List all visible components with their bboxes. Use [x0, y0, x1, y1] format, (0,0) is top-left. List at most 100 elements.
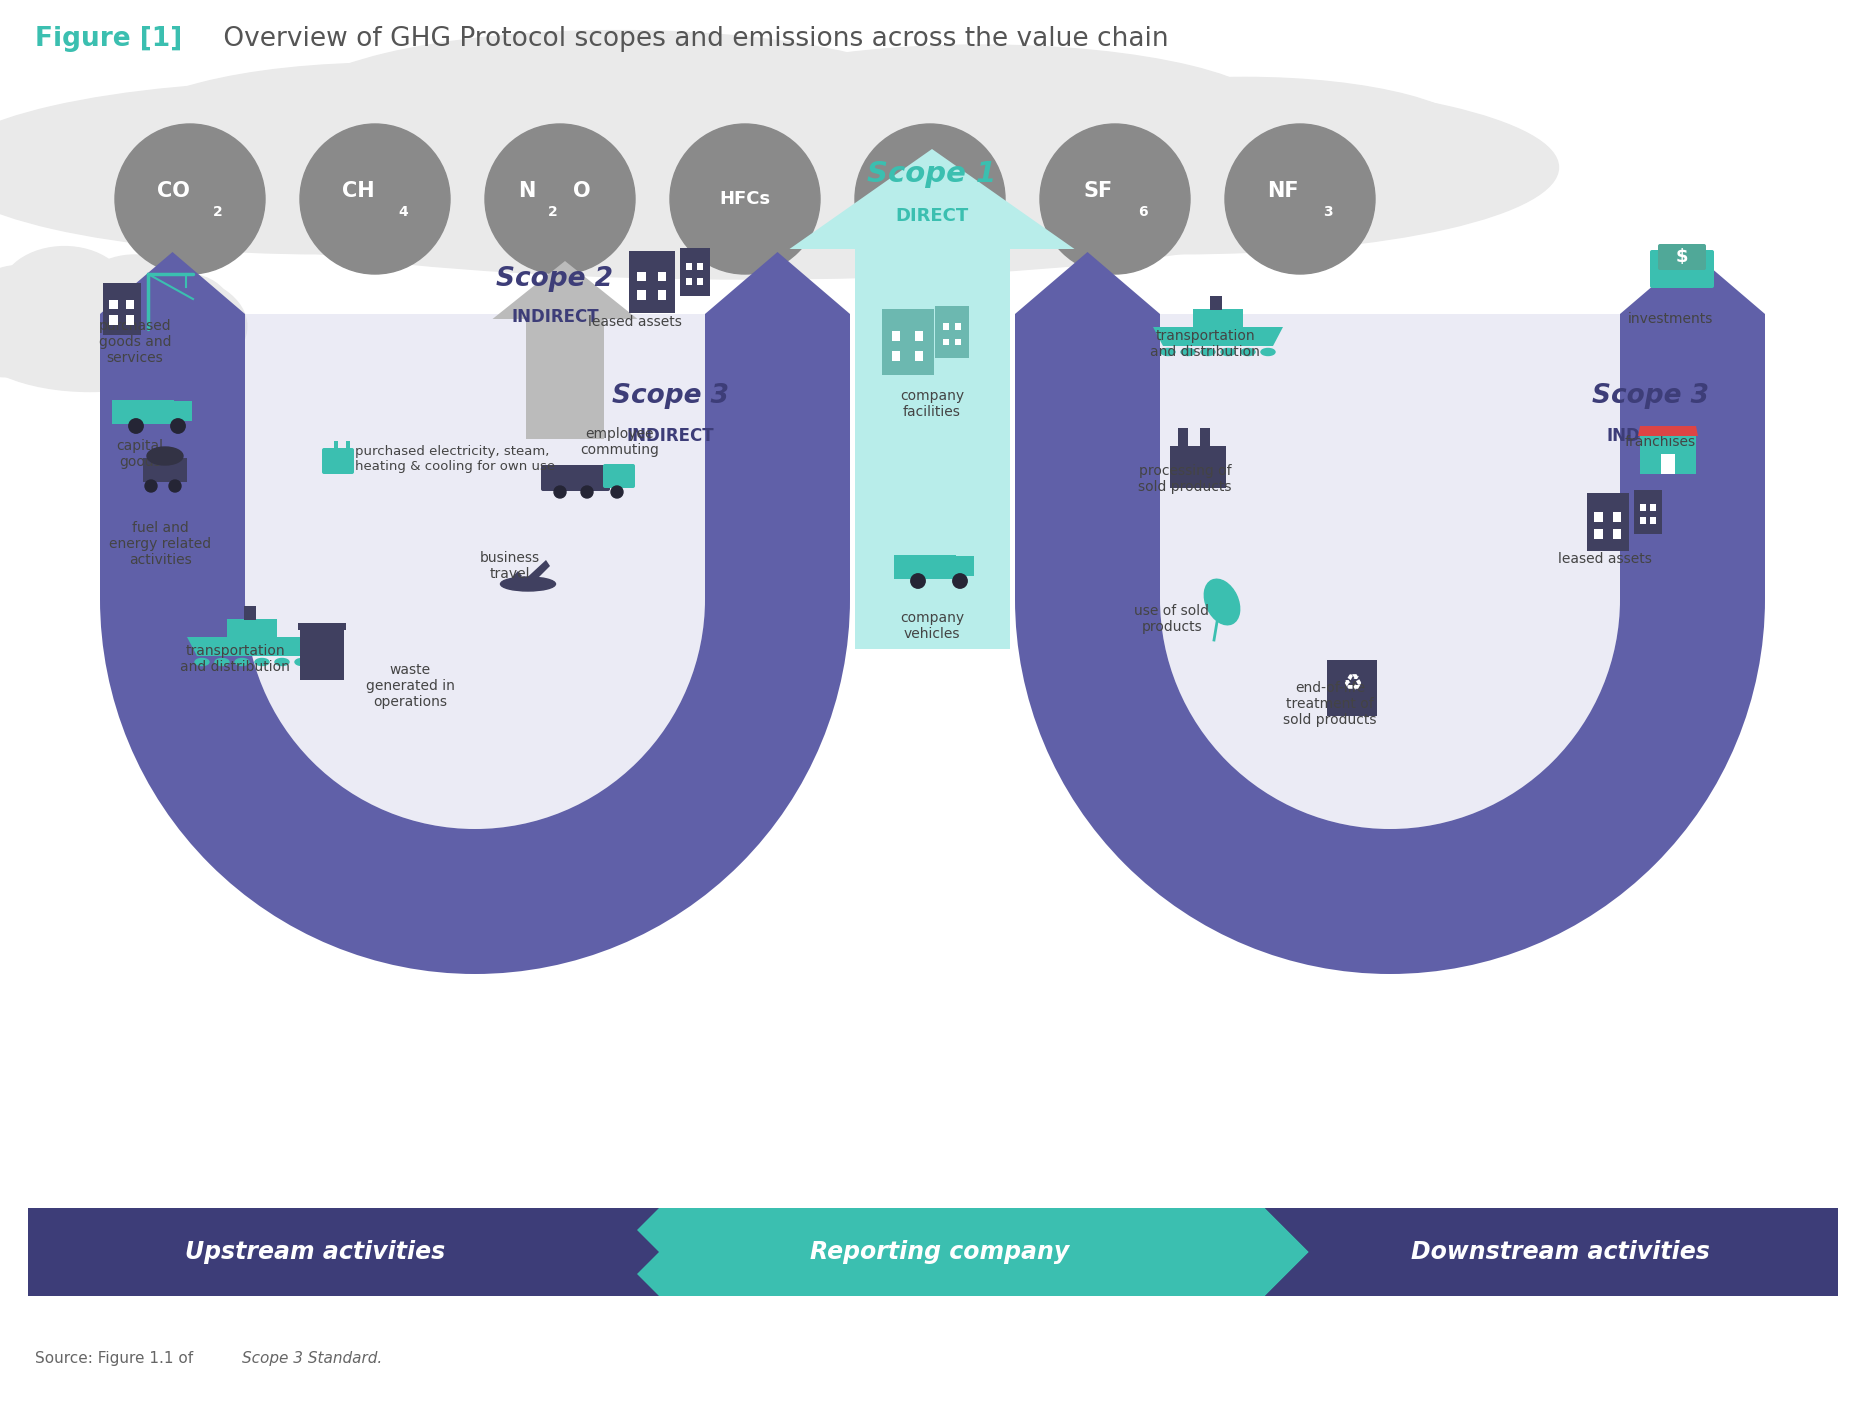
FancyBboxPatch shape — [28, 1207, 1838, 1296]
Polygon shape — [1620, 251, 1765, 314]
Polygon shape — [1638, 425, 1698, 437]
Text: Scope 3: Scope 3 — [611, 383, 729, 409]
Circle shape — [129, 418, 144, 434]
FancyBboxPatch shape — [1193, 309, 1243, 327]
Text: 4: 4 — [399, 205, 408, 219]
Ellipse shape — [276, 658, 289, 665]
FancyBboxPatch shape — [1635, 490, 1663, 534]
FancyBboxPatch shape — [1640, 437, 1696, 475]
Text: DIRECT: DIRECT — [895, 206, 969, 225]
Ellipse shape — [76, 256, 192, 338]
FancyBboxPatch shape — [227, 619, 278, 637]
FancyBboxPatch shape — [1612, 529, 1622, 539]
Text: O: O — [574, 181, 591, 201]
FancyBboxPatch shape — [658, 291, 665, 300]
Text: INDIRECT: INDIRECT — [511, 307, 598, 326]
Ellipse shape — [235, 658, 250, 665]
Ellipse shape — [1200, 348, 1215, 355]
Ellipse shape — [1014, 77, 1476, 199]
FancyBboxPatch shape — [602, 463, 636, 489]
Ellipse shape — [142, 274, 231, 345]
Ellipse shape — [255, 658, 268, 665]
Ellipse shape — [289, 31, 949, 190]
Ellipse shape — [1262, 348, 1275, 355]
FancyBboxPatch shape — [1650, 250, 1715, 288]
FancyBboxPatch shape — [686, 264, 692, 270]
Text: transportation
and distribution: transportation and distribution — [181, 644, 291, 674]
FancyBboxPatch shape — [108, 316, 117, 324]
Ellipse shape — [0, 247, 129, 338]
FancyBboxPatch shape — [541, 465, 610, 491]
Text: use of sold
products: use of sold products — [1135, 604, 1210, 635]
FancyBboxPatch shape — [680, 249, 710, 296]
FancyBboxPatch shape — [882, 309, 934, 375]
FancyBboxPatch shape — [854, 249, 1010, 649]
Text: Downstream activities: Downstream activities — [1411, 1240, 1709, 1264]
Circle shape — [953, 574, 967, 588]
FancyBboxPatch shape — [1650, 504, 1655, 511]
Text: transportation
and distribution: transportation and distribution — [1150, 329, 1260, 359]
Polygon shape — [520, 560, 550, 588]
FancyBboxPatch shape — [334, 441, 337, 451]
Text: business
travel: business travel — [479, 550, 541, 581]
Polygon shape — [1154, 327, 1282, 345]
FancyBboxPatch shape — [915, 331, 923, 341]
FancyBboxPatch shape — [1159, 314, 1620, 600]
Text: Scope 1: Scope 1 — [867, 160, 997, 188]
Ellipse shape — [295, 658, 309, 665]
Polygon shape — [1016, 251, 1159, 314]
Polygon shape — [492, 261, 637, 319]
Text: 3: 3 — [1323, 205, 1333, 219]
FancyBboxPatch shape — [103, 284, 142, 336]
FancyBboxPatch shape — [637, 291, 645, 300]
FancyBboxPatch shape — [943, 338, 949, 345]
FancyBboxPatch shape — [244, 314, 705, 600]
Text: investments: investments — [1627, 312, 1713, 326]
FancyBboxPatch shape — [144, 458, 186, 482]
Text: purchased
goods and
services: purchased goods and services — [99, 319, 171, 365]
Polygon shape — [186, 637, 317, 656]
Ellipse shape — [123, 63, 651, 199]
FancyBboxPatch shape — [628, 251, 675, 313]
FancyBboxPatch shape — [125, 299, 134, 309]
Circle shape — [1225, 124, 1376, 274]
FancyBboxPatch shape — [893, 351, 900, 361]
Circle shape — [582, 486, 593, 498]
Text: SF: SF — [1083, 181, 1113, 201]
Ellipse shape — [1221, 348, 1236, 355]
FancyBboxPatch shape — [1657, 244, 1706, 270]
Circle shape — [554, 486, 567, 498]
Ellipse shape — [196, 658, 209, 665]
Ellipse shape — [0, 265, 71, 345]
Polygon shape — [615, 1207, 1309, 1296]
FancyBboxPatch shape — [1016, 314, 1159, 600]
FancyBboxPatch shape — [171, 402, 192, 421]
FancyBboxPatch shape — [1650, 517, 1655, 524]
Text: 2: 2 — [212, 205, 224, 219]
Polygon shape — [1266, 1207, 1838, 1296]
Ellipse shape — [0, 81, 701, 254]
Text: Source: Figure 1.1 of: Source: Figure 1.1 of — [35, 1351, 198, 1366]
Text: end-of-life
treatment of
sold products: end-of-life treatment of sold products — [1282, 681, 1377, 727]
FancyBboxPatch shape — [954, 338, 962, 345]
Text: processing of
sold products: processing of sold products — [1139, 463, 1232, 494]
Text: leased assets: leased assets — [1558, 552, 1652, 566]
FancyBboxPatch shape — [1327, 660, 1377, 716]
Text: HFCs: HFCs — [720, 190, 770, 208]
Wedge shape — [1159, 600, 1620, 828]
Ellipse shape — [1204, 580, 1240, 625]
FancyBboxPatch shape — [1594, 512, 1603, 522]
FancyBboxPatch shape — [112, 400, 173, 424]
Ellipse shape — [800, 81, 1558, 254]
Text: N: N — [518, 181, 535, 201]
Text: $: $ — [1676, 249, 1689, 265]
Text: ♻: ♻ — [1342, 674, 1363, 694]
Ellipse shape — [214, 658, 229, 665]
FancyBboxPatch shape — [300, 628, 345, 680]
FancyBboxPatch shape — [658, 272, 665, 281]
FancyBboxPatch shape — [705, 314, 850, 600]
Ellipse shape — [1161, 348, 1174, 355]
FancyBboxPatch shape — [1586, 493, 1629, 550]
FancyBboxPatch shape — [108, 299, 117, 309]
FancyBboxPatch shape — [1640, 517, 1646, 524]
